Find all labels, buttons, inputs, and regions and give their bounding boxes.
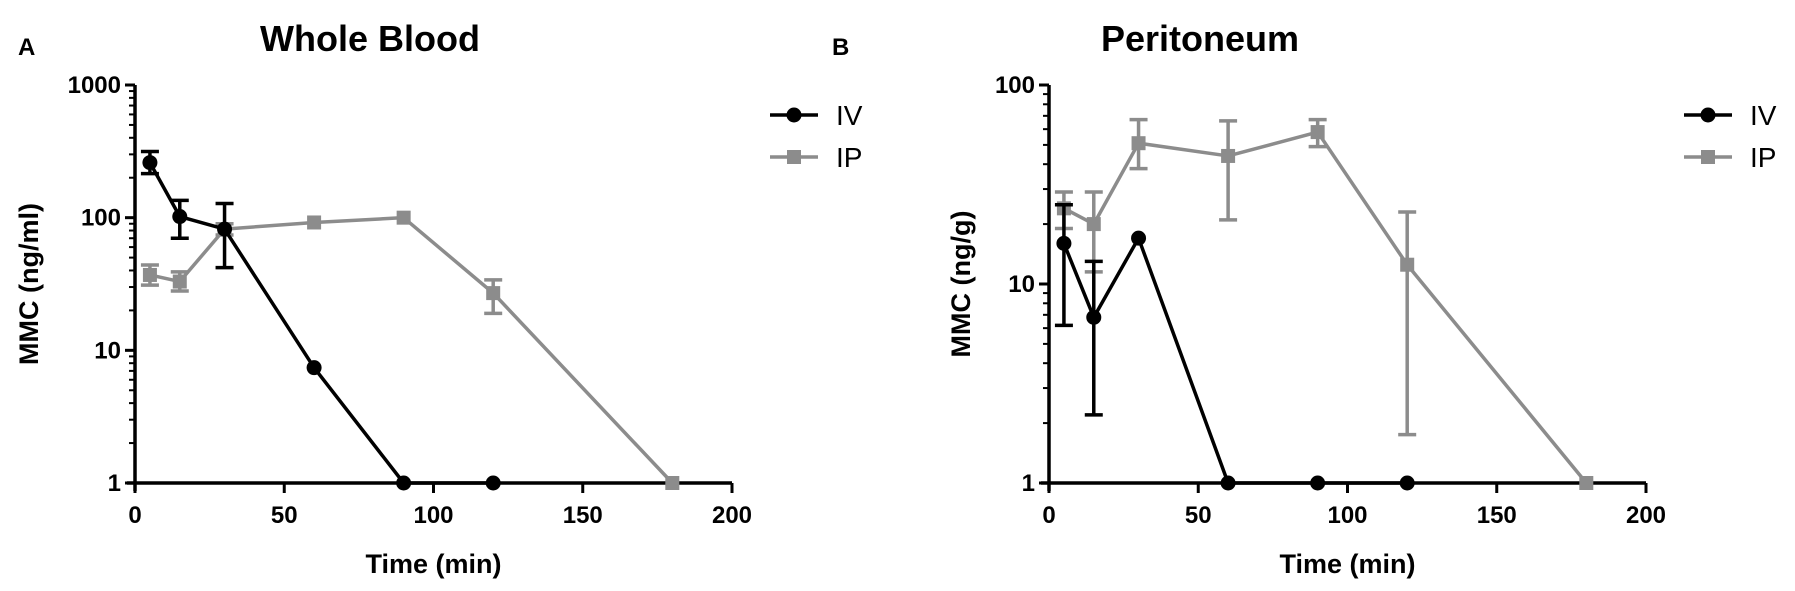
- data-point: [1579, 476, 1594, 490]
- data-point: [1086, 217, 1101, 232]
- x-axis-title: Time (min): [1279, 549, 1415, 579]
- series-ip: [1054, 117, 1594, 490]
- data-point: [217, 221, 233, 237]
- data-point: [1399, 475, 1415, 491]
- legend-label: IV: [836, 100, 863, 131]
- data-point: [1220, 475, 1236, 491]
- data-point: [1056, 235, 1072, 251]
- series-ip: [140, 210, 680, 490]
- data-point: [396, 210, 411, 225]
- legend-marker: [1700, 107, 1716, 123]
- y-tick-label: 1: [1022, 470, 1035, 497]
- data-point: [665, 476, 680, 490]
- data-point: [1400, 257, 1415, 272]
- y-axis-title: MMC (ng/g): [946, 211, 976, 358]
- x-axis-title: Time (min): [365, 549, 501, 579]
- legend-label: IP: [1750, 142, 1776, 173]
- series-line: [1063, 130, 1588, 485]
- x-tick-label: 0: [128, 502, 141, 529]
- y-tick-label: 100: [995, 72, 1035, 99]
- series-iv: [140, 149, 501, 491]
- data-point: [1086, 309, 1102, 325]
- x-tick-label: 100: [1327, 502, 1367, 529]
- y-tick-label: 10: [94, 337, 121, 364]
- data-point: [1131, 136, 1146, 151]
- series-line: [149, 215, 674, 485]
- x-tick-label: 50: [271, 502, 298, 529]
- legend: IV IP: [1684, 100, 1777, 173]
- legend-label: IV: [1750, 100, 1777, 131]
- legend-marker: [787, 150, 801, 164]
- data-point: [142, 267, 157, 282]
- x-tick-label: 150: [563, 502, 603, 529]
- data-point: [485, 475, 501, 491]
- data-point: [1310, 475, 1326, 491]
- x-tick-label: 50: [1185, 502, 1212, 529]
- y-tick-label: 100: [81, 205, 121, 232]
- data-point: [172, 274, 187, 289]
- data-point: [306, 360, 322, 376]
- chart-title-a: Whole Blood: [260, 18, 480, 59]
- legend-marker: [786, 107, 802, 123]
- x-tick-label: 0: [1042, 502, 1055, 529]
- series-line: [1062, 236, 1408, 485]
- legend-label: IP: [836, 142, 862, 173]
- y-tick-label: 1: [108, 470, 121, 497]
- data-point: [1310, 125, 1325, 140]
- data-point: [1221, 148, 1236, 163]
- y-tick-label: 1000: [68, 72, 121, 99]
- data-point: [172, 209, 188, 225]
- chart-panel-b: 0 50 100 150 200 1 10 100 Time (min) MMC (ng/g) IV…: [946, 72, 1777, 579]
- series-iv: [1054, 203, 1415, 491]
- data-point: [486, 286, 501, 301]
- chart-title-b: Peritoneum: [1100, 18, 1300, 59]
- chart-panel-a: 0 50 100 150 200 1 10 100 1000 Time (min) MMC (ng/…: [14, 72, 863, 579]
- data-point: [142, 155, 158, 171]
- y-axis-title: MMC (ng/ml): [14, 203, 44, 365]
- panel-letter-b: B: [832, 34, 850, 61]
- panel-letter-a: A: [18, 34, 36, 61]
- data-point: [307, 215, 322, 230]
- data-point: [1131, 230, 1147, 246]
- legend: IV IP: [770, 100, 863, 173]
- x-tick-label: 150: [1477, 502, 1517, 529]
- series-line: [148, 161, 494, 485]
- data-point: [396, 475, 412, 491]
- x-tick-label: 100: [413, 502, 453, 529]
- x-tick-label: 200: [1626, 502, 1666, 529]
- legend-marker: [1701, 150, 1715, 164]
- y-tick-label: 10: [1008, 271, 1035, 298]
- x-tick-label: 200: [712, 502, 752, 529]
